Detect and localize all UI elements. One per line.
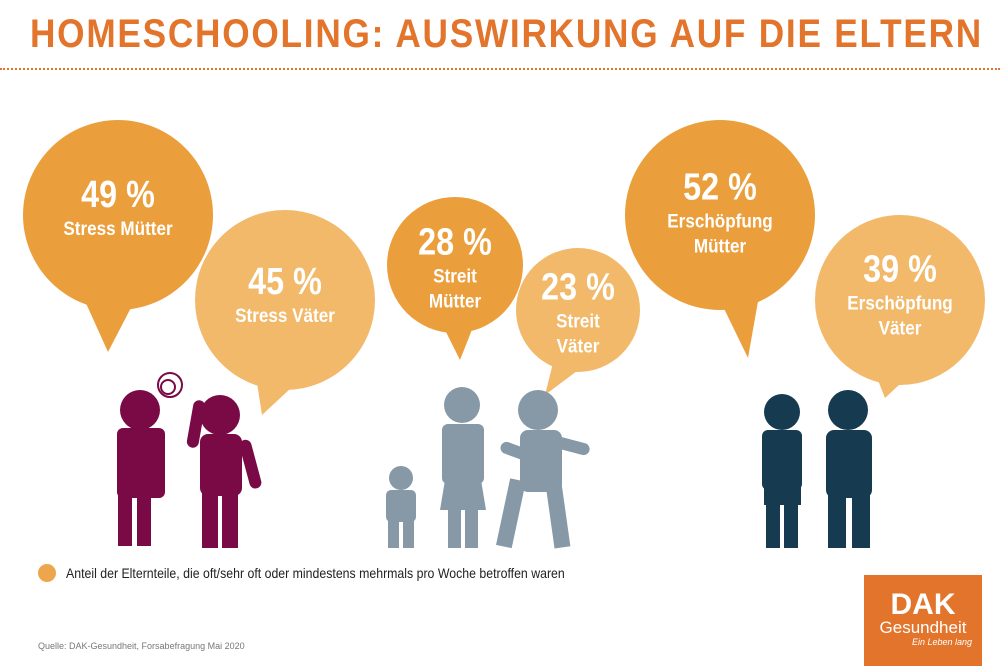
shouting-father-icon — [496, 390, 590, 549]
bubble-streit-mothers — [387, 197, 523, 360]
percentage: 23 % — [541, 266, 615, 309]
bubble-text-erschoepfung-mothers: 52 % Erschöpfung Mütter — [650, 167, 790, 260]
bubble-streit-fathers — [516, 248, 640, 395]
percentage: 39 % — [863, 248, 937, 291]
stressed-mother-icon — [117, 390, 165, 546]
bubble-stress-mothers — [23, 120, 213, 352]
arguing-mother-icon — [440, 387, 486, 548]
legend-text: Anteil der Elternteile, die oft/sehr oft… — [66, 565, 565, 581]
bubble-text-stress-mothers: 49 % Stress Mütter — [57, 174, 178, 242]
legend-dot-icon — [38, 564, 56, 582]
bubble-label: Stress Väter — [235, 306, 335, 327]
bubble-label: Streit Mütter — [428, 266, 482, 313]
legend: Anteil der Elternteile, die oft/sehr oft… — [38, 564, 633, 582]
bubble-label: Erschöpfung Mütter — [667, 211, 773, 258]
percentage: 45 % — [248, 261, 322, 303]
logo-name: Gesundheit — [879, 618, 967, 637]
title-divider — [0, 68, 1000, 70]
bubble-label: Streit Väter — [556, 311, 600, 358]
bubble-text-stress-fathers: 45 % Stress Väter — [230, 261, 341, 329]
page-title: HOMESCHOOLING: AUSWIRKUNG AUF DIE ELTERN — [30, 12, 983, 56]
child-icon — [386, 466, 416, 548]
bubble-text-streit-fathers: 23 % Streit Väter — [528, 267, 628, 360]
percentage: 49 % — [81, 174, 155, 216]
source-note: Quelle: DAK-Gesundheit, Forsabefragung M… — [38, 641, 245, 651]
exhausted-mother-icon — [762, 394, 802, 548]
logo-slogan: Ein Leben lang — [911, 637, 972, 647]
logo-brand: DAK — [890, 588, 956, 621]
exhausted-father-icon — [826, 390, 872, 548]
bubble-text-erschoepfung-fathers: 39 % Erschöpfung Väter — [835, 249, 965, 342]
bubble-text-streit-mothers: 28 % Streit Mütter — [400, 222, 510, 315]
bubble-stress-fathers — [195, 210, 375, 415]
bubble-label: Erschöpfung Väter — [847, 293, 953, 340]
dak-logo: DAK Gesundheit Ein Leben lang — [864, 575, 982, 666]
bubble-erschoepfung-mothers — [625, 120, 815, 358]
stressed-father-icon — [186, 395, 262, 548]
bubble-label: Stress Mütter — [63, 219, 173, 240]
tangled-thought-icon — [157, 372, 183, 398]
percentage: 28 % — [418, 221, 492, 264]
bubble-erschoepfung-fathers — [815, 215, 985, 398]
percentage: 52 % — [683, 166, 757, 209]
